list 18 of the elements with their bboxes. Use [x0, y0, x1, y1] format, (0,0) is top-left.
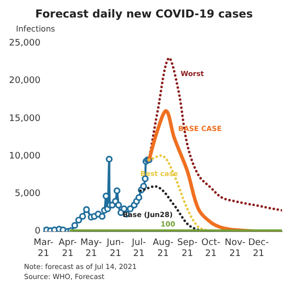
y-tick-label: 10,000: [8, 151, 41, 162]
x-tick-label: May-21: [80, 238, 102, 259]
chart-title: Forecast daily new COVID-19 cases: [35, 7, 254, 20]
y-tick-label: 20,000: [8, 76, 41, 86]
x-tick-label: Jul-21: [130, 238, 146, 259]
x-tick-label: Dec-21: [248, 238, 269, 259]
x-tick-label: Aug-21: [152, 238, 174, 259]
x-tick-label: Jun-21: [106, 238, 124, 259]
y-axis-title: Infections: [16, 24, 56, 34]
x-tick-label: Mar-21: [34, 238, 54, 259]
x-tick-label: Nov-21: [224, 238, 246, 259]
y-tick-label: 15,000: [8, 114, 41, 124]
x-tick-label: Oct-21: [201, 238, 220, 259]
x-tick-label: Apr-21: [58, 238, 77, 259]
y-tick-label: 5,000: [14, 189, 41, 200]
y-tick-label: 25,000: [8, 38, 41, 49]
x-tick-label: Sep-21: [177, 238, 198, 259]
y-tick-label: 0: [34, 226, 41, 237]
